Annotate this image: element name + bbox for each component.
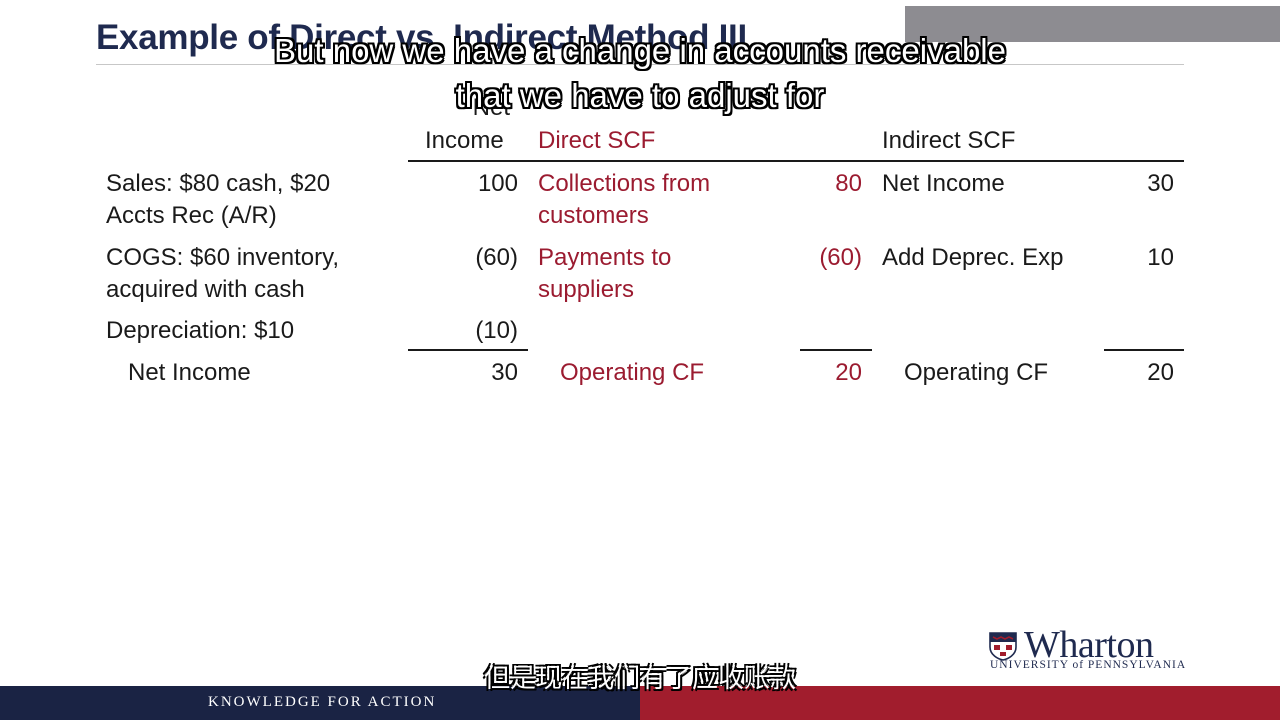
title-divider [96, 64, 1184, 65]
footer-navy-band [0, 686, 640, 720]
row2-desc-line2: acquired with cash [106, 276, 305, 303]
row2-net-income: (60) [475, 244, 518, 271]
row2-desc-line1: COGS: $60 inventory, [106, 244, 339, 271]
row1-indirect-label: Net Income [882, 170, 1005, 197]
row2-indirect-label: Add Deprec. Exp [882, 244, 1064, 271]
row1-desc-line1: Sales: $80 cash, $20 [106, 170, 331, 197]
row1-indirect-value: 30 [1147, 170, 1174, 197]
total-direct-label: Operating CF [560, 359, 705, 386]
wharton-wordmark: Wharton [1024, 624, 1154, 666]
wharton-logo: Wharton UNIVERSITY of PENNSYLVANIA [988, 624, 1193, 673]
header-gray-bar [905, 6, 1280, 42]
row3-desc: Depreciation: $10 [106, 317, 295, 344]
chinese-subtitle: 但是现在我们有了应收账款 [483, 663, 796, 693]
row2-direct-label-line1: Payments to [538, 244, 672, 271]
footer-tagline: KNOWLEDGE FOR ACTION [208, 694, 437, 710]
penn-shield-icon [989, 632, 1017, 661]
net-income-header-line1: Net [472, 94, 510, 121]
row1-direct-label-line1: Collections from [538, 170, 711, 197]
net-income-total-rule [408, 349, 528, 351]
total-net-income-value: 30 [491, 359, 518, 386]
total-net-income-label: Net Income [128, 359, 251, 386]
university-name: UNIVERSITY of PENNSYLVANIA [990, 659, 1187, 671]
direct-scf-header: Direct SCF [538, 127, 656, 154]
direct-total-rule [800, 349, 872, 351]
row1-net-income: 100 [477, 170, 518, 197]
row2-direct-value: (60) [819, 244, 862, 271]
total-indirect-value: 20 [1147, 359, 1174, 386]
row2-direct-label-line2: suppliers [538, 276, 635, 303]
header-underline [408, 160, 1184, 162]
row2-indirect-value: 10 [1147, 244, 1174, 271]
total-direct-value: 20 [835, 359, 862, 386]
english-subtitle: But now we have a change in accounts rec… [274, 32, 1006, 114]
row1-direct-label-line2: customers [538, 202, 649, 229]
slide-title: Example of Direct vs. Indirect Method II… [96, 18, 747, 57]
row1-direct-value: 80 [835, 170, 862, 197]
row3-net-income: (10) [475, 317, 518, 344]
indirect-total-rule [1104, 349, 1184, 351]
net-income-header-line2: Income [425, 127, 504, 154]
total-indirect-label: Operating CF [904, 359, 1049, 386]
indirect-scf-header: Indirect SCF [882, 127, 1016, 154]
footer-red-band [640, 686, 1280, 720]
row1-desc-line2: Accts Rec (A/R) [106, 202, 277, 229]
